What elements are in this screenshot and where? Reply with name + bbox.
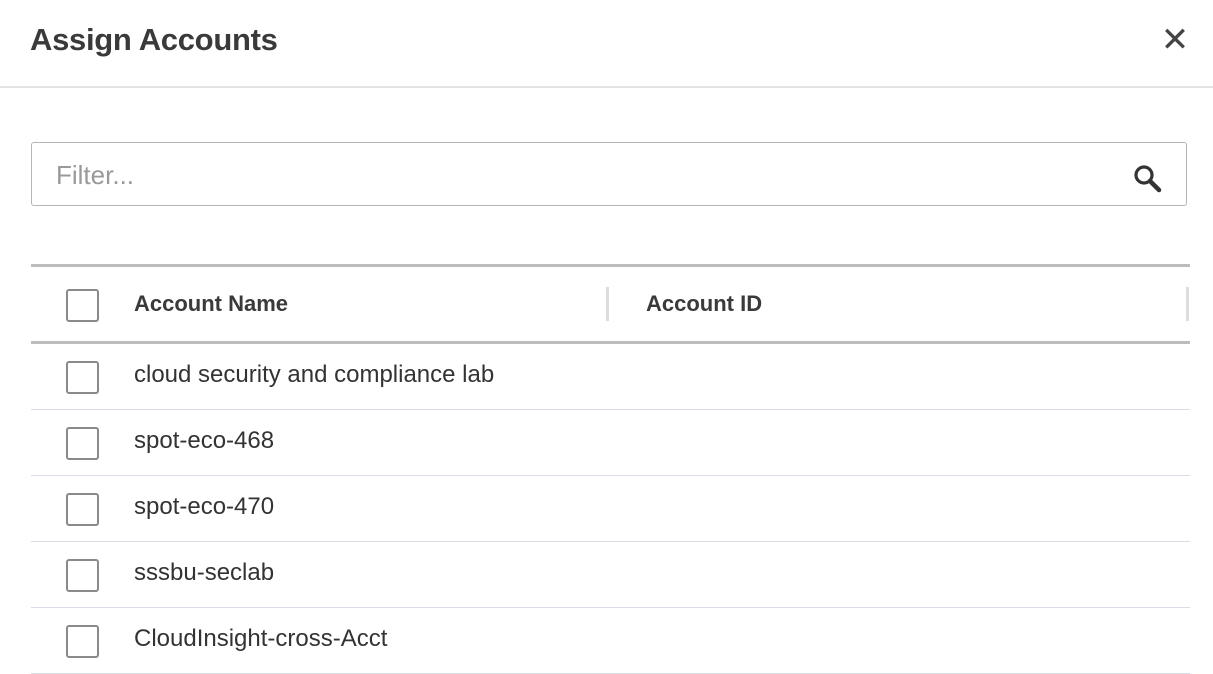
- search-icon[interactable]: [1132, 163, 1162, 193]
- table-header: Account Name Account ID: [31, 264, 1190, 344]
- row-checkbox[interactable]: [66, 625, 99, 658]
- account-name: CloudInsight-cross-Acct: [134, 625, 388, 652]
- table-row[interactable]: cloud security and compliance lab: [31, 344, 1190, 410]
- account-name: spot-eco-468: [134, 427, 275, 454]
- dialog-title: Assign Accounts: [30, 22, 278, 57]
- table-row[interactable]: spot-eco-468: [31, 410, 1190, 476]
- table-row[interactable]: sssbu-seclab: [31, 542, 1190, 608]
- accounts-table: Account Name Account ID cloud security a…: [31, 264, 1190, 674]
- select-all-checkbox[interactable]: [66, 289, 99, 322]
- filter-input[interactable]: [54, 143, 1118, 207]
- column-resize-handle[interactable]: [606, 287, 609, 321]
- column-resize-handle[interactable]: [1186, 287, 1189, 321]
- account-name: spot-eco-470: [134, 493, 275, 520]
- table-row[interactable]: CloudInsight-cross-Acct: [31, 608, 1190, 674]
- table-row[interactable]: spot-eco-470: [31, 476, 1190, 542]
- account-name: cloud security and compliance lab: [134, 361, 495, 388]
- row-checkbox[interactable]: [66, 559, 99, 592]
- close-icon[interactable]: ✕: [1160, 21, 1190, 59]
- column-header-account-name[interactable]: Account Name: [134, 291, 289, 316]
- row-checkbox[interactable]: [66, 493, 99, 526]
- filter-field[interactable]: [31, 142, 1187, 207]
- account-name: sssbu-seclab: [134, 559, 275, 586]
- column-header-account-id[interactable]: Account ID: [646, 291, 763, 316]
- row-checkbox[interactable]: [66, 361, 99, 394]
- dialog-header: Assign Accounts ✕: [0, 0, 1213, 88]
- row-checkbox[interactable]: [66, 427, 99, 460]
